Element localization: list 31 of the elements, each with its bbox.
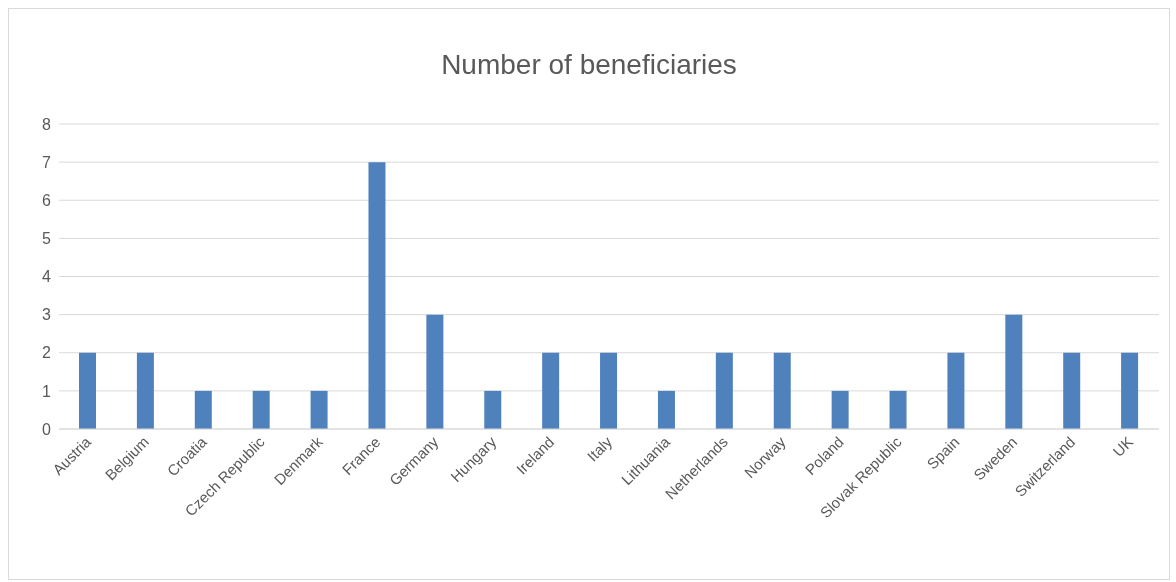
chart-title: Number of beneficiaries [440, 49, 738, 82]
bar [252, 390, 270, 429]
y-tick-label: 7 [42, 153, 52, 171]
y-tick-label: 6 [42, 191, 52, 209]
y-tick-label: 1 [42, 382, 52, 400]
bar [831, 390, 849, 429]
y-tick-label: 2 [42, 344, 52, 362]
bar [1121, 352, 1139, 429]
bar [1063, 352, 1081, 429]
y-tick-label: 4 [42, 268, 52, 286]
x-tick-label: Italy [583, 432, 616, 465]
bar [136, 352, 154, 429]
bar [426, 314, 444, 429]
bar [194, 390, 212, 429]
y-tick-label: 8 [42, 115, 52, 133]
bar [542, 352, 560, 429]
bar [947, 352, 965, 429]
bar [368, 162, 386, 429]
bar [600, 352, 618, 429]
y-tick-label: 3 [42, 306, 52, 324]
bar [310, 390, 328, 429]
bar [715, 352, 733, 429]
y-tick-label: 0 [42, 420, 52, 438]
bar [889, 390, 907, 429]
y-tick-label: 5 [42, 230, 52, 248]
x-tick-label: UK [1109, 433, 1137, 460]
bar [657, 390, 675, 429]
bar [484, 390, 502, 429]
bar [79, 352, 96, 429]
bar [773, 352, 791, 429]
bar [1005, 314, 1023, 429]
